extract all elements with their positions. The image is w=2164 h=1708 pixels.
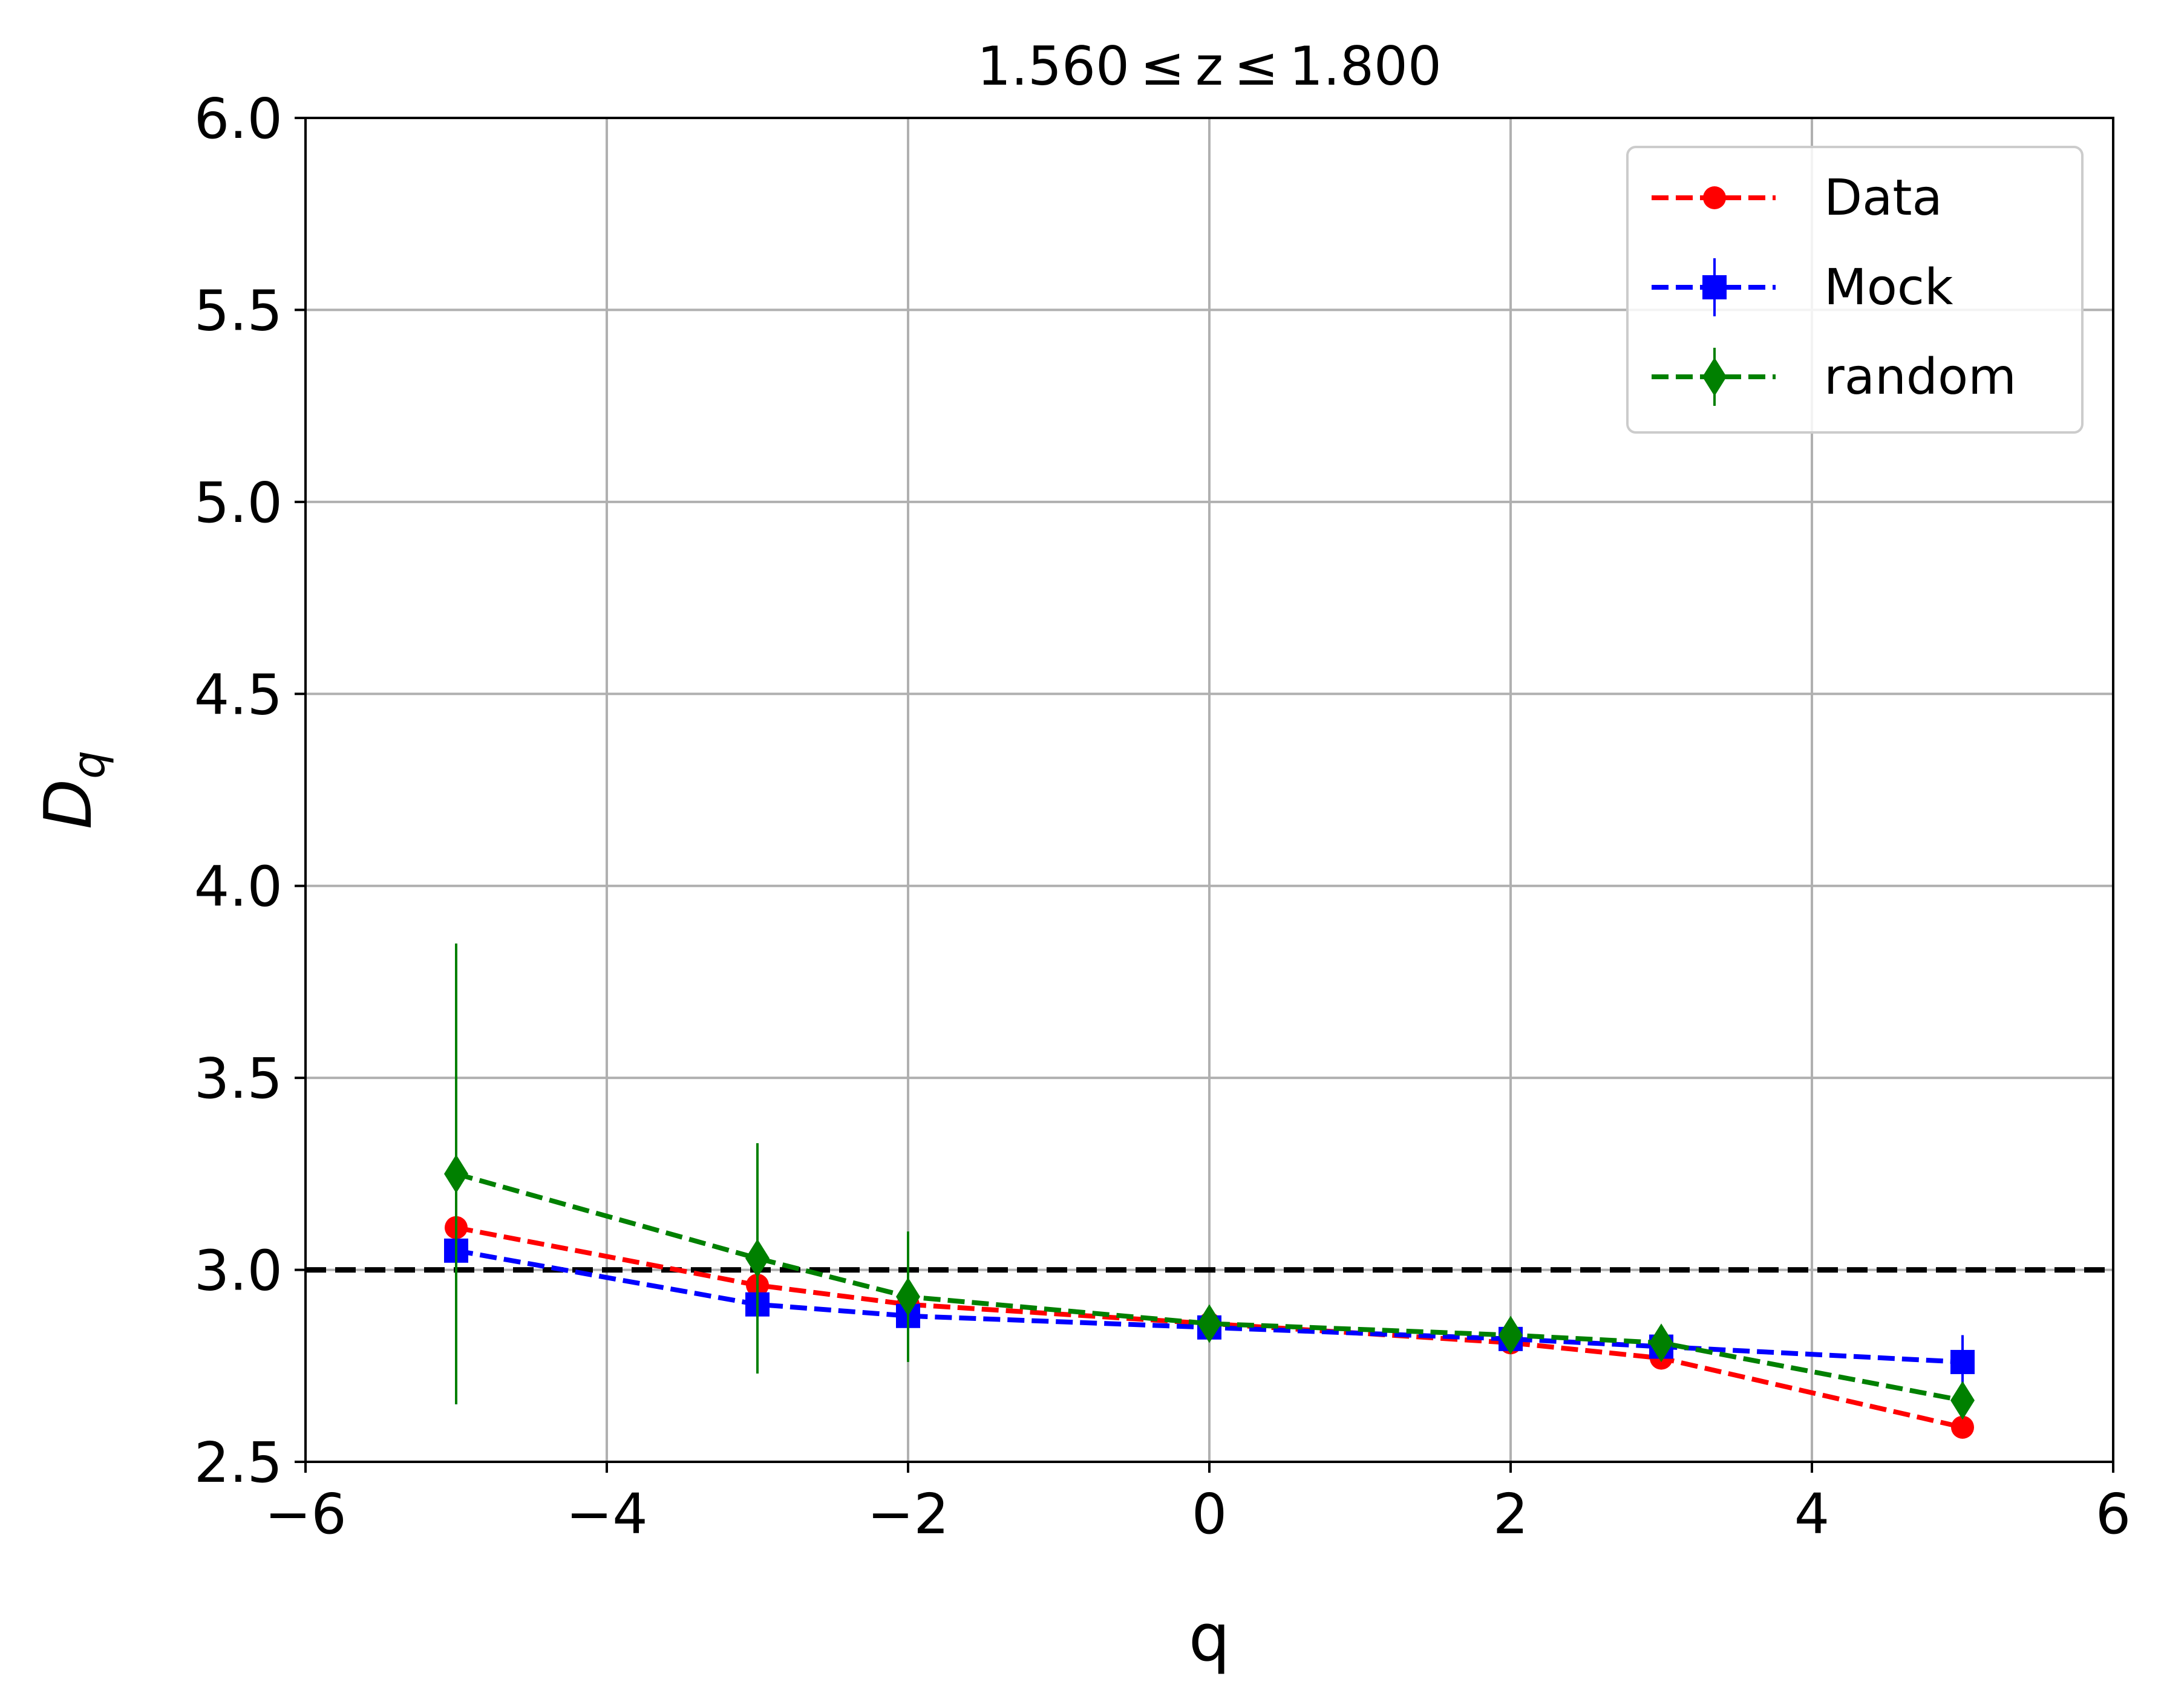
- y-tick-label: 6.0: [194, 86, 283, 151]
- y-tick-label: 4.0: [194, 855, 283, 919]
- data-point-random: [1197, 1304, 1221, 1343]
- y-tick-label: 4.5: [194, 662, 283, 727]
- legend-label-data: Data: [1824, 169, 1943, 227]
- legend-label-random: random: [1824, 348, 2016, 406]
- legend-label-mock: Mock: [1824, 259, 1953, 316]
- data-point-random: [745, 1239, 770, 1278]
- data-point-random: [1499, 1315, 1523, 1355]
- legend-entry-mock: Mock: [1652, 258, 1953, 316]
- chart-title: 1.560 ≤ z ≤ 1.800: [977, 35, 1442, 97]
- x-tick-label: 0: [1192, 1482, 1227, 1547]
- y-axis-label: Dq: [31, 751, 115, 829]
- data-point-random: [1950, 1381, 1975, 1420]
- x-axis-label: q: [1189, 1600, 1231, 1676]
- data-point-data: [1951, 1415, 1974, 1439]
- series-group: [444, 943, 1975, 1439]
- x-axis: −6 −4 −2 0 2 4 6: [264, 1462, 2131, 1547]
- x-tick-label: 4: [1794, 1482, 1830, 1547]
- y-axis-label-subscript: q: [63, 751, 115, 779]
- legend-marker-mock: [1702, 275, 1727, 299]
- x-tick-label: 2: [1493, 1482, 1529, 1547]
- legend-entry-data: Data: [1652, 169, 1943, 227]
- y-tick-label: 5.5: [194, 278, 283, 343]
- series-random: [444, 943, 1975, 1420]
- data-point-random: [444, 1154, 468, 1193]
- y-axis: 2.5 3.0 3.5 4.0 4.5 5.0 5.5 6.0: [194, 86, 306, 1495]
- legend-marker-data: [1703, 186, 1726, 209]
- data-point-mock: [1950, 1349, 1975, 1374]
- x-tick-label: −2: [867, 1482, 949, 1547]
- y-axis-label-main: D: [31, 779, 106, 829]
- y-tick-label: 5.0: [194, 471, 283, 535]
- y-tick-label: 2.5: [194, 1430, 283, 1495]
- data-point-random: [896, 1277, 920, 1317]
- x-tick-label: −6: [264, 1482, 347, 1547]
- legend-entry-random: random: [1652, 348, 2016, 406]
- x-tick-label: −4: [566, 1482, 648, 1547]
- x-tick-label: 6: [2096, 1482, 2131, 1547]
- legend-box: [1626, 146, 2084, 434]
- y-tick-label: 3.0: [194, 1239, 283, 1303]
- legend-marker-random: [1702, 357, 1727, 396]
- data-point-random: [1649, 1323, 1673, 1363]
- legend: Data Mock random: [1626, 146, 2084, 434]
- y-tick-label: 3.5: [194, 1046, 283, 1111]
